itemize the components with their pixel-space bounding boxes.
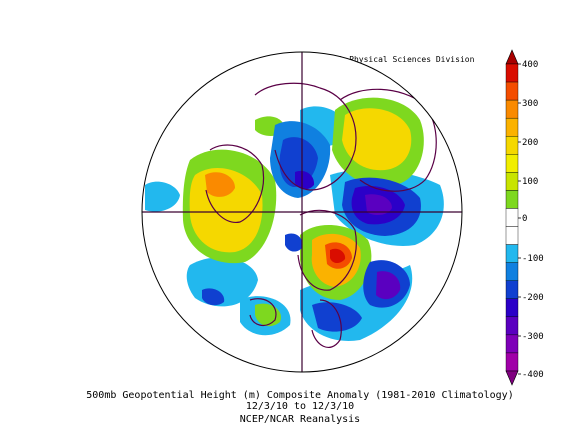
colorbar-swatch [505,81,519,101]
colorbar-tip-top [505,49,519,65]
colorbar-tick-label: 0 [522,214,527,224]
caption-dates: 12/3/10 to 12/3/10 [246,401,354,412]
colorbar: 400 300 200 100 0 -100 -200 -300 -400 [505,49,544,386]
colorbar-tick-label: -200 [522,293,544,303]
colorbar-swatch [505,352,519,372]
colorbar-tick-label: -400 [522,370,544,380]
colorbar-tick-label: 200 [522,138,538,148]
anomaly-fill [145,97,444,341]
colorbar-swatch [505,190,519,209]
colorbar-swatch [505,298,519,318]
colorbar-tick-label: 300 [522,99,538,109]
colorbar-tip-bottom [505,370,519,386]
colorbar-swatch [505,63,519,83]
colorbar-swatch [505,316,519,336]
colorbar-tick-label: -100 [522,254,544,264]
colorbar-swatch [505,262,519,281]
colorbar-swatch [505,334,519,354]
colorbar-swatch [505,280,519,299]
graticule [142,52,462,372]
caption-source: NCEP/NCAR Reanalysis [240,414,360,425]
colorbar-swatch [505,244,519,263]
credit-text: NOAA/ESRL Physical Sciences Division [301,55,475,64]
map-boundary [141,51,463,373]
colorbar-swatch [505,226,519,245]
colorbar-swatch [505,117,519,137]
colorbar-swatch [505,172,519,191]
polar-map [142,52,462,372]
colorbar-swatch [505,208,519,227]
colorbar-swatch [505,154,519,173]
colorbar-swatch [505,99,519,119]
colorbar-tick-label: 100 [522,177,538,187]
caption-title: 500mb Geopotential Height (m) Composite … [86,390,513,401]
colorbar-tick-label: -300 [522,332,544,342]
colorbar-swatch [505,136,519,155]
colorbar-tick-label: 400 [522,60,538,70]
